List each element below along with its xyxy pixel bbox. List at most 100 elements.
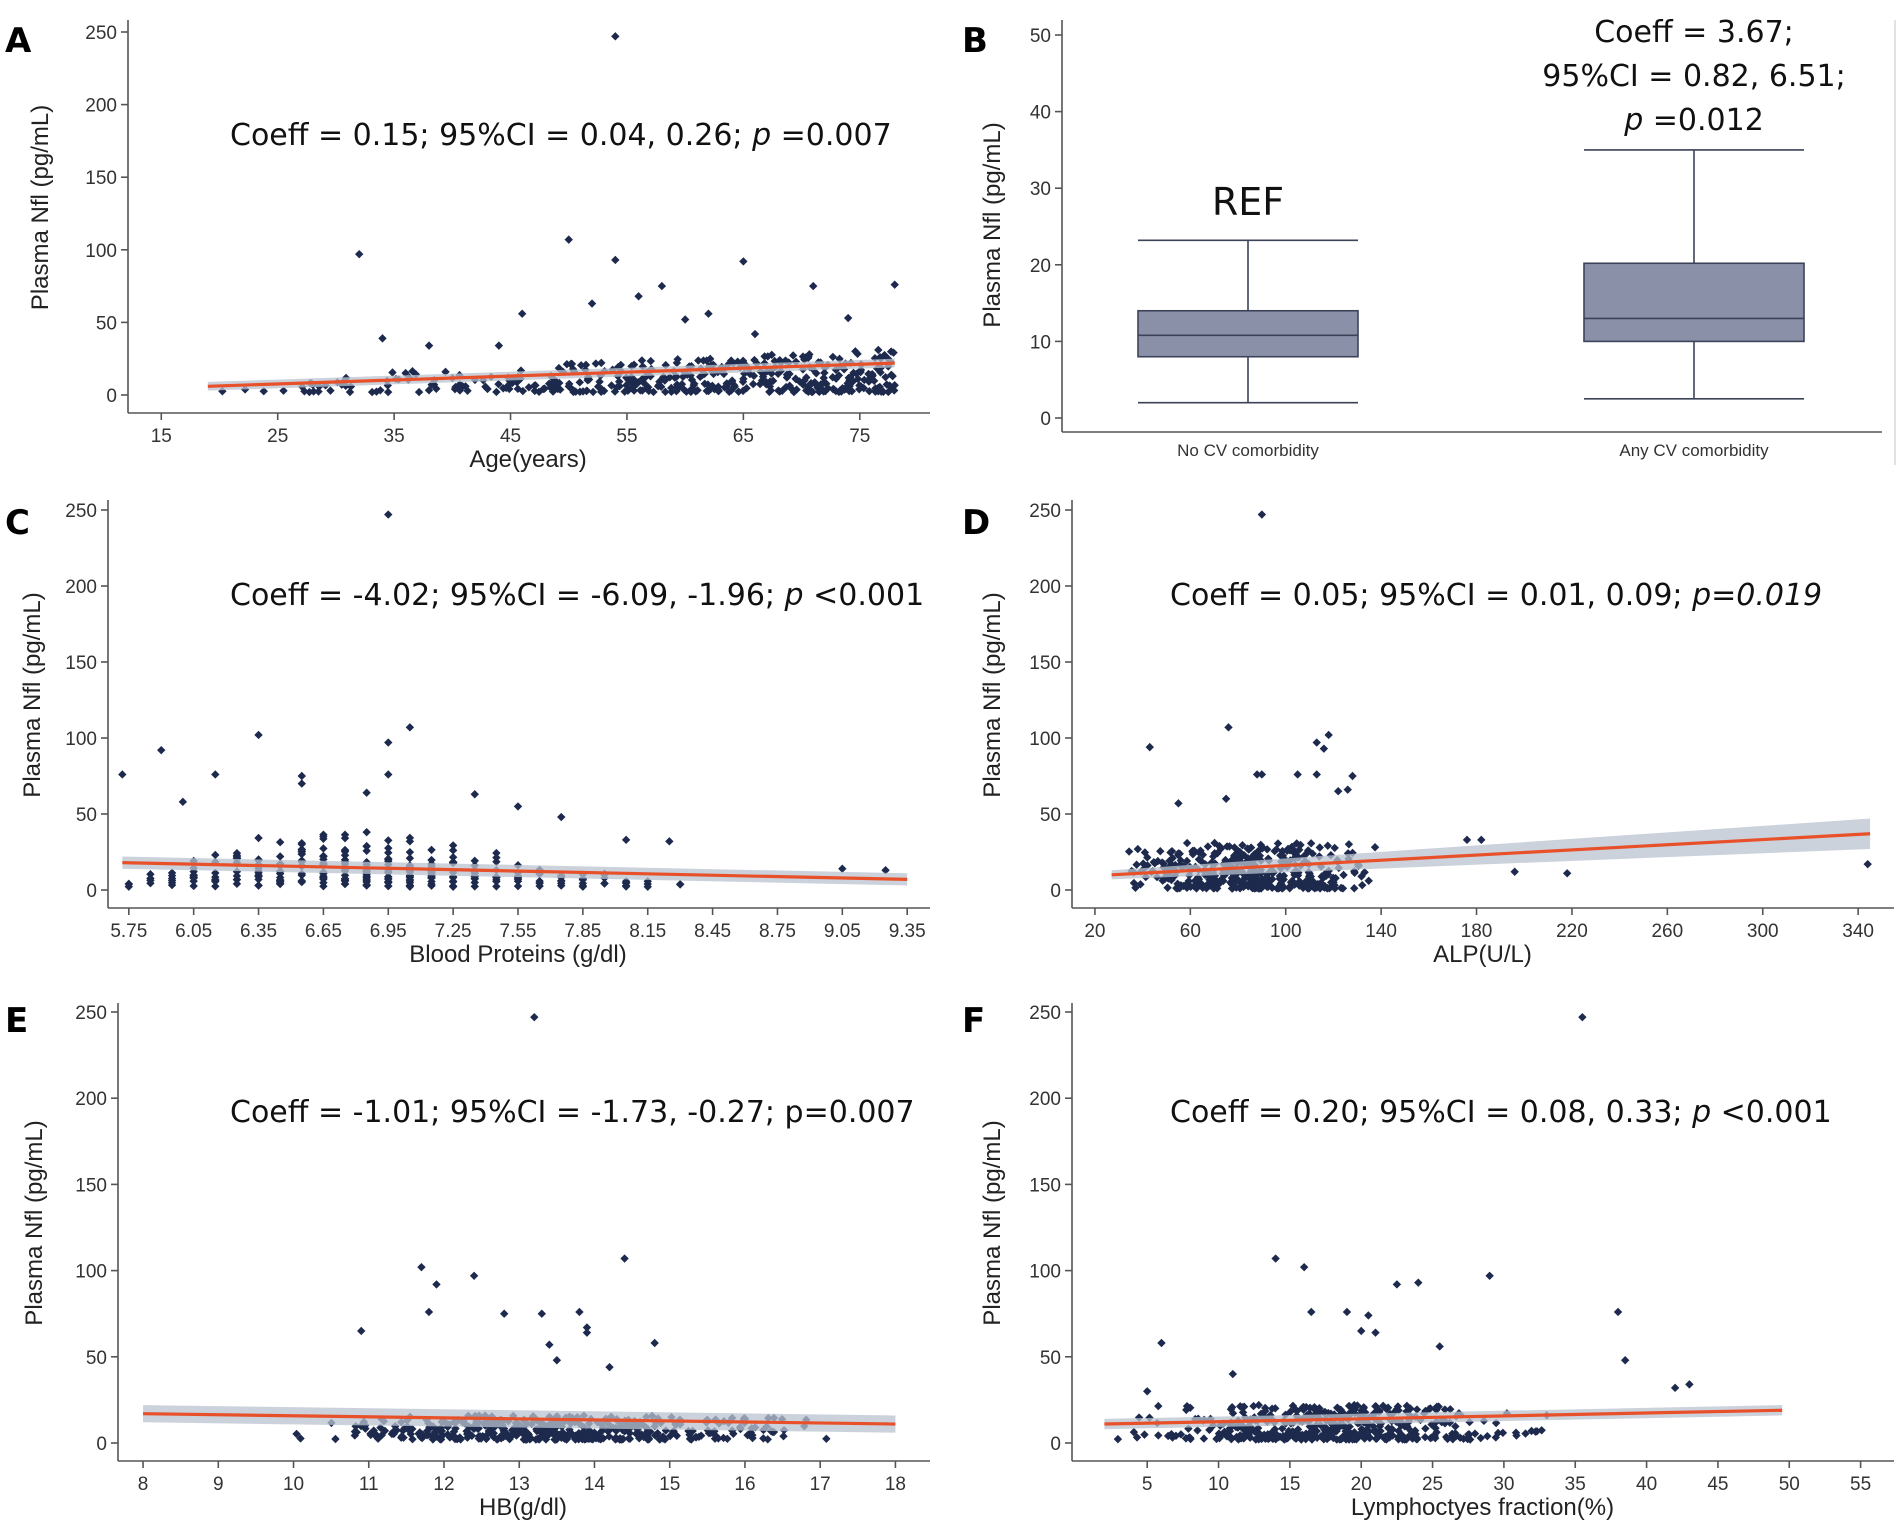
data-point bbox=[584, 1427, 593, 1437]
data-point bbox=[513, 384, 523, 394]
x-tick-label: 8.75 bbox=[759, 921, 796, 942]
data-point bbox=[1250, 849, 1259, 859]
y-tick-label: 150 bbox=[85, 168, 117, 189]
data-point bbox=[595, 377, 604, 386]
data-point bbox=[376, 386, 385, 395]
data-point bbox=[842, 384, 851, 393]
data-point bbox=[1140, 1430, 1149, 1439]
data-point-outlier bbox=[1414, 1278, 1423, 1287]
data-point bbox=[610, 387, 620, 396]
data-point bbox=[1396, 1421, 1406, 1430]
x-tick-label: 7.25 bbox=[435, 921, 472, 942]
data-point bbox=[1253, 847, 1263, 856]
annotation-p-value: =0.012 bbox=[1643, 103, 1764, 138]
data-point bbox=[1300, 851, 1309, 860]
x-tick-label: 9.35 bbox=[889, 921, 926, 942]
data-point bbox=[1227, 880, 1237, 889]
data-point bbox=[762, 380, 771, 389]
data-point bbox=[1176, 1430, 1186, 1439]
data-point-outlier bbox=[1324, 730, 1333, 740]
coefficient-annotation-line1: Coeff = 3.67; bbox=[1594, 15, 1794, 50]
panel-c-blood-proteins-scatter: 0 50 100 150 200 250 5.75 6.05 6.35 6.65 6.95 7.25 7… bbox=[19, 500, 930, 968]
data-point bbox=[1426, 1433, 1435, 1443]
data-point bbox=[1238, 1408, 1248, 1417]
data-point bbox=[582, 386, 592, 395]
data-point bbox=[1194, 848, 1204, 857]
data-point-outlier bbox=[1562, 869, 1572, 878]
data-point bbox=[535, 876, 544, 886]
data-point bbox=[541, 1433, 551, 1442]
data-point-outlier bbox=[1364, 1311, 1373, 1320]
coefficient-annotation: Coeff = -4.02; 95%CI = -6.09, -1.96; p <… bbox=[230, 578, 924, 613]
data-point-outlier bbox=[378, 334, 387, 343]
data-point bbox=[687, 1435, 696, 1444]
data-point bbox=[860, 375, 869, 385]
data-point bbox=[691, 1433, 701, 1442]
data-point bbox=[1154, 1401, 1163, 1411]
data-point bbox=[1364, 876, 1373, 885]
data-point bbox=[702, 386, 711, 396]
data-point bbox=[1303, 884, 1313, 893]
data-point bbox=[389, 1429, 398, 1439]
data-point-outlier bbox=[1224, 723, 1233, 732]
panel-label-e: E bbox=[5, 1001, 28, 1041]
data-point bbox=[551, 1435, 560, 1444]
data-point bbox=[763, 1435, 772, 1444]
data-point bbox=[458, 382, 467, 391]
coefficient-annotation-line3: p =0.012 bbox=[1623, 103, 1764, 138]
data-point bbox=[643, 1434, 653, 1443]
data-point bbox=[1133, 844, 1143, 854]
data-point bbox=[588, 387, 598, 397]
x-tick-label: 260 bbox=[1651, 921, 1683, 942]
data-point bbox=[818, 385, 827, 395]
data-point bbox=[1493, 1428, 1503, 1438]
data-point-outlier bbox=[432, 1280, 441, 1289]
data-point bbox=[1235, 883, 1244, 892]
data-point bbox=[448, 841, 458, 850]
data-point-outlier bbox=[881, 866, 890, 875]
y-tick-label: 0 bbox=[96, 1434, 107, 1455]
y-tick-label: 250 bbox=[65, 501, 97, 522]
data-point bbox=[556, 385, 565, 394]
data-point bbox=[350, 1431, 360, 1440]
data-point bbox=[1332, 1435, 1342, 1444]
data-point bbox=[297, 877, 306, 887]
data-point-outlier bbox=[587, 299, 597, 308]
data-point bbox=[1157, 858, 1167, 867]
data-point bbox=[405, 871, 415, 880]
data-point bbox=[383, 387, 393, 397]
data-point bbox=[448, 846, 458, 855]
x-tick-label: 9.05 bbox=[824, 921, 861, 942]
y-tick-label: 200 bbox=[65, 577, 97, 598]
data-point bbox=[585, 1434, 594, 1443]
data-point bbox=[881, 372, 890, 382]
data-point bbox=[1190, 882, 1199, 891]
data-point bbox=[763, 352, 772, 361]
data-point bbox=[1273, 839, 1283, 848]
data-point bbox=[254, 881, 263, 890]
y-tick-label: 40 bbox=[1030, 103, 1051, 124]
data-point bbox=[524, 383, 534, 392]
data-point bbox=[788, 351, 798, 360]
data-point bbox=[388, 368, 397, 377]
data-point-outlier bbox=[665, 837, 674, 846]
data-point bbox=[1350, 868, 1359, 878]
data-point bbox=[1451, 1422, 1460, 1431]
data-point bbox=[405, 837, 415, 846]
data-point bbox=[319, 844, 328, 853]
data-point bbox=[405, 847, 415, 857]
data-point bbox=[1298, 883, 1308, 893]
data-point bbox=[1397, 1430, 1407, 1440]
data-point-outlier bbox=[1357, 1326, 1366, 1336]
data-point bbox=[554, 1430, 564, 1439]
data-point bbox=[672, 380, 682, 389]
data-point bbox=[1308, 1427, 1318, 1437]
data-point-outlier bbox=[582, 1328, 592, 1337]
data-point bbox=[1300, 878, 1309, 887]
data-point bbox=[1274, 884, 1284, 893]
data-point bbox=[1288, 1401, 1298, 1411]
regression-line bbox=[143, 1412, 896, 1426]
data-point bbox=[492, 387, 501, 397]
coefficient-annotation: Coeff = 0.05; 95%CI = 0.01, 0.09; p=0.01… bbox=[1170, 578, 1822, 613]
data-point bbox=[711, 1431, 721, 1441]
